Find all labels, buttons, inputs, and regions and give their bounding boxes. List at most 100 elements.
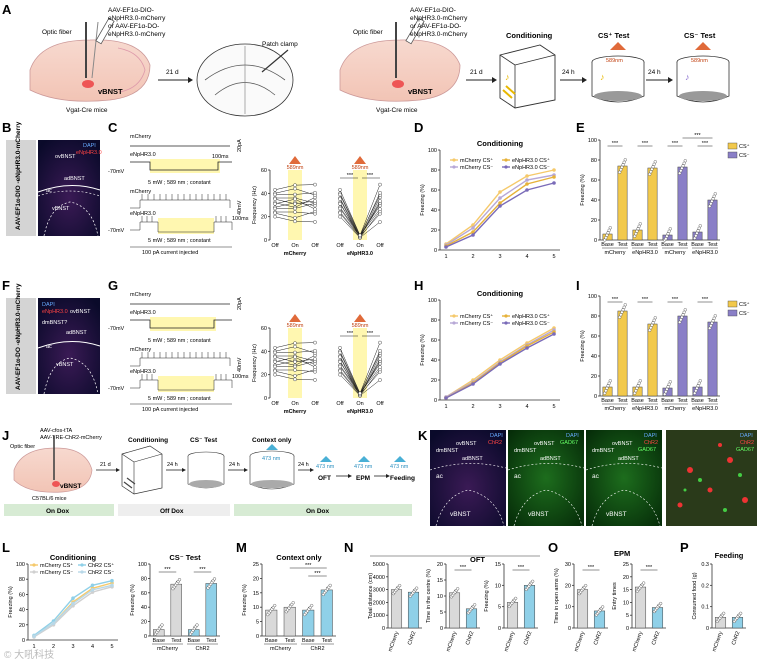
on-dox-label-1: On Dox <box>46 508 69 515</box>
y-tick-label: 10 <box>253 605 259 611</box>
panel-a: A Optic fiber AAV-EF1α-DIO- eNpHR3.0-mCh… <box>2 2 730 117</box>
chart-title: Conditioning <box>477 139 524 148</box>
k-dmbnst-label: dmBNST <box>436 448 459 454</box>
y-tick-label: 0 <box>434 248 437 254</box>
panel-label-e: E <box>576 120 585 135</box>
y-tick-label: 10 <box>565 605 571 611</box>
y-tick-label: 0 <box>706 626 709 632</box>
data-point <box>638 379 642 383</box>
data-point <box>698 379 702 383</box>
paired-point <box>378 190 382 195</box>
y-tick-label: 10 <box>495 583 501 589</box>
data-point <box>722 611 726 615</box>
data-point <box>584 583 588 588</box>
panel-b: B AAV-EF1α-DIO -eNpHR3.0-mCherry DAPI eN… <box>2 120 102 237</box>
y-axis-label: Time in the centre (%) <box>426 569 432 623</box>
cs-plus-test-arena: ♪ <box>591 42 645 103</box>
freq-y-tick-label: 40 <box>261 349 267 355</box>
ovbnst-label: ovBNST <box>55 154 76 160</box>
bar <box>576 589 589 629</box>
y-tick-label: 80 <box>591 158 597 164</box>
condition-tick-label: Off <box>376 401 384 407</box>
scale-ms-label-g: 100ms <box>232 374 249 380</box>
group-label: eNpHR3.0 <box>347 251 373 257</box>
y-tick-label: 100 <box>588 294 597 300</box>
x-tick-label: ChR2 <box>731 631 741 646</box>
legend-marker <box>32 563 36 567</box>
k-adbnst-label-2: adBNST <box>540 456 561 462</box>
on-dox-label-2: On Dox <box>306 508 329 515</box>
sig-stars: *** <box>164 567 171 573</box>
cs-minus-test-label: CS⁻ Test <box>684 31 716 40</box>
trace-label-mcherry-g: mCherry <box>130 292 151 298</box>
paired-point <box>313 365 317 369</box>
series-point <box>525 188 529 192</box>
group-label: mCherry <box>604 250 625 256</box>
virus-label-line4: eNpHR3.0-mCherry <box>108 31 166 38</box>
y-tick-label: 40 <box>431 358 437 364</box>
nm589-label: 589nm <box>287 323 304 329</box>
panel-f: F AAV-EF1α-DO -eNpHR3.0-mCherry DAPI eNp… <box>2 278 101 395</box>
histology-side-label-f: AAV-EF1α-DO -eNpHR3.0-mCherry <box>15 283 22 390</box>
data-point <box>659 601 663 606</box>
panel-label-i: I <box>576 278 580 293</box>
mv70-label-2: -70mV <box>108 228 125 234</box>
chart-o2: 0 5 10 15 20 25 Entry times *** mCherry ChR2 <box>612 562 666 653</box>
y-tick-label: 80 <box>19 577 25 583</box>
k-dapi-label-2: DAPI <box>566 433 579 439</box>
group-label: eNpHR3.0 <box>632 250 658 256</box>
y-tick-label: 0 <box>256 634 259 640</box>
data-point <box>310 603 314 608</box>
paired-point <box>293 350 297 355</box>
k-dapi-label-4: DAPI <box>740 433 753 439</box>
context-only-label-j: Context only <box>252 437 292 444</box>
legend-swatch-csplus <box>727 142 738 150</box>
enphr-label-f: eNpHR3.0 <box>42 309 68 315</box>
y-tick-label: 0 <box>440 626 443 632</box>
x-tick-label: Test <box>647 398 658 404</box>
y-axis-label: Entry times <box>612 582 618 610</box>
condition-tick-label: Off <box>271 243 279 249</box>
light-cone-icon <box>354 314 366 322</box>
paired-point <box>293 192 297 197</box>
group-label: mCherry <box>284 251 308 257</box>
sound-note-icon: ♪ <box>505 72 510 82</box>
x-tick-label: Base <box>152 638 165 644</box>
y-tick-label: 40 <box>141 605 147 611</box>
x-tick-label: mCherry <box>504 630 517 652</box>
stim-label-c2: 5 mW ; 589 nm ; constant <box>148 238 211 244</box>
paired-point <box>273 197 277 201</box>
days-label-2: 21 d <box>470 69 483 76</box>
paired-point <box>273 214 277 219</box>
sig-stars: *** <box>702 141 709 147</box>
y-tick-label: 15 <box>253 591 259 597</box>
adbnst-label: adBNST <box>64 176 85 182</box>
scale-ms-label-c2: 100ms <box>232 216 249 222</box>
legend-marker <box>504 165 508 169</box>
y-tick-label: 60 <box>431 338 437 344</box>
trace-label-mcherry: mCherry <box>130 134 151 140</box>
panel-l: L 0 20 40 60 80 100 Freezing (%) 1 2 3 4 5 Condition… <box>2 540 220 652</box>
y-tick-label: 60 <box>431 188 437 194</box>
data-point <box>683 308 687 312</box>
legend-label: eNpHR3.0 CS⁺ <box>512 157 550 164</box>
series-point <box>498 196 502 200</box>
stim-label-g2: 5 mW ; 589 nm ; constant <box>148 396 211 402</box>
paired-point <box>378 365 382 369</box>
paired-point <box>358 391 362 396</box>
x-tick-label: 2 <box>52 644 55 650</box>
condition-tick-label: Off <box>376 243 384 249</box>
x-tick-label: Base <box>691 242 704 248</box>
adbnst-label-f: adBNST <box>66 330 87 336</box>
legend-label: eNpHR3.0 CS⁻ <box>512 321 550 327</box>
histology-side-label: AAV-EF1α-DIO -eNpHR3.0-mCherry <box>15 121 22 230</box>
paired-point <box>313 199 317 203</box>
legend-marker <box>452 321 456 325</box>
legend-label: eNpHR3.0 CS⁺ <box>512 313 550 320</box>
ac-label-f: ac <box>46 344 52 350</box>
feeding-label-j: Feeding <box>390 475 415 482</box>
bar <box>320 589 333 637</box>
trace-label-mcherry-g2: mCherry <box>130 347 151 353</box>
sig-stars: *** <box>347 331 354 337</box>
